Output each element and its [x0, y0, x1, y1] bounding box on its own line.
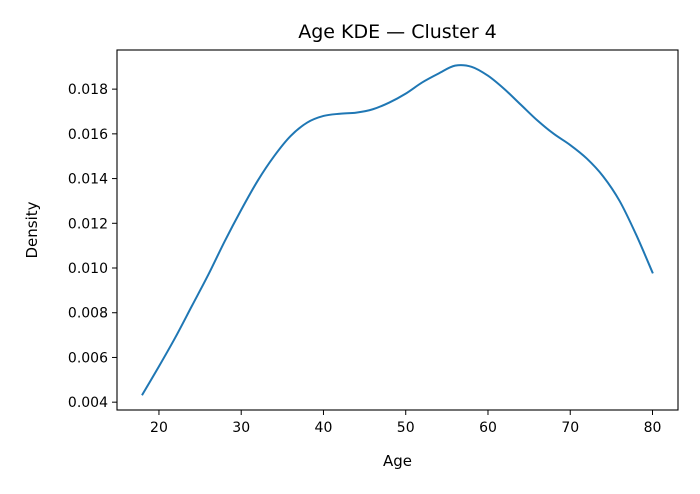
y-axis-label: Density	[23, 201, 41, 258]
x-tick-label: 30	[232, 420, 250, 436]
y-tick-label: 0.016	[68, 127, 108, 143]
series-layer	[141, 64, 654, 396]
y-tick-label: 0.018	[68, 82, 108, 98]
x-tick-label: 50	[397, 420, 415, 436]
kde-density-line	[141, 64, 654, 396]
chart-title: Age KDE — Cluster 4	[298, 21, 497, 43]
x-tick-label: 40	[315, 420, 333, 436]
y-tick-label: 0.004	[68, 395, 108, 411]
x-tick-label: 70	[561, 420, 579, 436]
x-tick-label: 80	[644, 420, 662, 436]
x-tick-label: 20	[150, 420, 168, 436]
y-tick-label: 0.012	[68, 216, 108, 232]
x-tick-label: 60	[479, 420, 497, 436]
y-tick-label: 0.014	[68, 172, 108, 188]
plot-frame	[116, 49, 679, 411]
y-tick-label: 0.006	[68, 350, 108, 366]
x-axis-label: Age	[383, 452, 412, 470]
y-tick-label: 0.010	[68, 261, 108, 277]
y-ticks-group: 0.004 0.006 0.008 0.010 0.012 0.014 0.016 0.018	[68, 82, 117, 411]
y-tick-label: 0.008	[68, 306, 108, 322]
x-ticks-group: 20 30 40 50 60 70 80	[150, 410, 661, 436]
